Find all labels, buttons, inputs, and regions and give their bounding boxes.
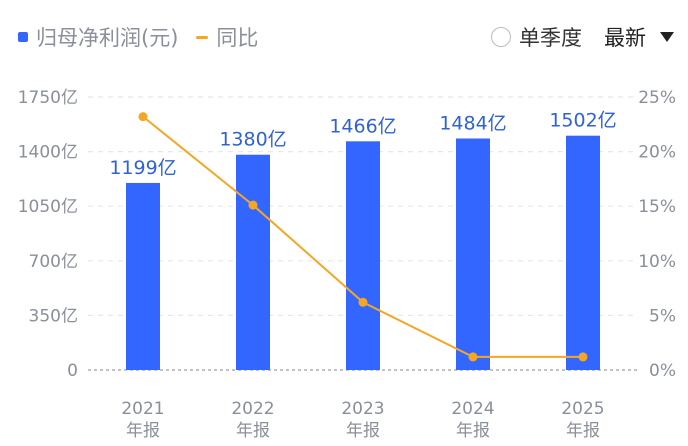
x-label-report: 年报 [566,421,600,441]
y-right-tick-label: 20% [638,143,676,163]
y-left-tick-label: 0 [67,361,78,381]
y-left-tick-label: 700亿 [29,252,78,272]
bar-value-labels: 1199亿 1380亿 1466亿 1484亿 1502亿 [109,110,616,179]
y-left-tick-label: 1400亿 [18,143,78,163]
y-right-tick-label: 5% [649,306,676,326]
x-label-report: 年报 [236,421,270,441]
bar-net-profit[interactable] [236,154,270,370]
bar-value-label: 1380亿 [219,129,286,151]
bar-value-label: 1199亿 [109,157,176,179]
y-left-tick-label: 350亿 [29,306,78,326]
y-axis-left: 0 350亿 700亿 1050亿 1400亿 1750亿 [18,88,78,381]
x-label-report: 年报 [126,421,160,441]
bar-value-label: 1466亿 [329,115,396,137]
y-left-tick-label: 1050亿 [18,197,78,217]
legend-yoy-label: 同比 [216,26,259,50]
y-right-tick-label: 0% [649,361,676,381]
x-label-year: 2022 [231,399,274,419]
chart-legend: 归母净利润(元) 同比 [18,22,276,52]
bar-value-label: 1502亿 [549,110,616,132]
yoy-point[interactable] [248,200,258,210]
latest-label: 最新 [604,26,646,50]
x-label-report: 年报 [346,421,380,441]
x-label-year: 2023 [341,399,384,419]
caret-down-icon [660,32,674,42]
legend-item-net-profit[interactable]: 归母净利润(元) [18,22,178,52]
bar-net-profit[interactable] [346,141,380,370]
latest-dropdown[interactable]: 最新 [604,22,674,52]
yoy-point[interactable] [578,352,588,362]
legend-net-profit-label: 归母净利润(元) [36,26,179,50]
bar-net-profit[interactable] [126,182,160,370]
yoy-line-series [138,112,588,362]
legend-line-swatch [196,35,209,39]
legend-bar-swatch [18,32,28,42]
y-right-tick-label: 10% [638,252,676,272]
y-right-tick-label: 15% [638,197,676,217]
y-left-tick-label: 1750亿 [18,88,78,108]
x-label-year: 2021 [121,399,164,419]
x-label-year: 2024 [451,399,494,419]
single-quarter-label: 单季度 [519,26,582,50]
chart-controls: 单季度 最新 [491,22,674,52]
x-label-year: 2025 [561,399,604,419]
bar-value-label: 1484亿 [439,112,506,134]
yoy-point[interactable] [358,297,368,307]
bar-net-profit[interactable] [566,135,600,370]
yoy-point[interactable] [468,352,478,362]
bar-series [126,135,600,370]
yoy-point[interactable] [138,112,148,122]
bar-net-profit[interactable] [456,138,490,370]
legend-item-yoy[interactable]: 同比 [196,22,258,52]
single-quarter-toggle[interactable]: 单季度 [491,22,582,52]
y-axis-right: 0% 5% 10% 15% 20% 25% [638,88,676,381]
x-label-report: 年报 [456,421,490,441]
radio-circle-icon[interactable] [491,27,511,47]
y-right-tick-label: 25% [638,88,676,108]
